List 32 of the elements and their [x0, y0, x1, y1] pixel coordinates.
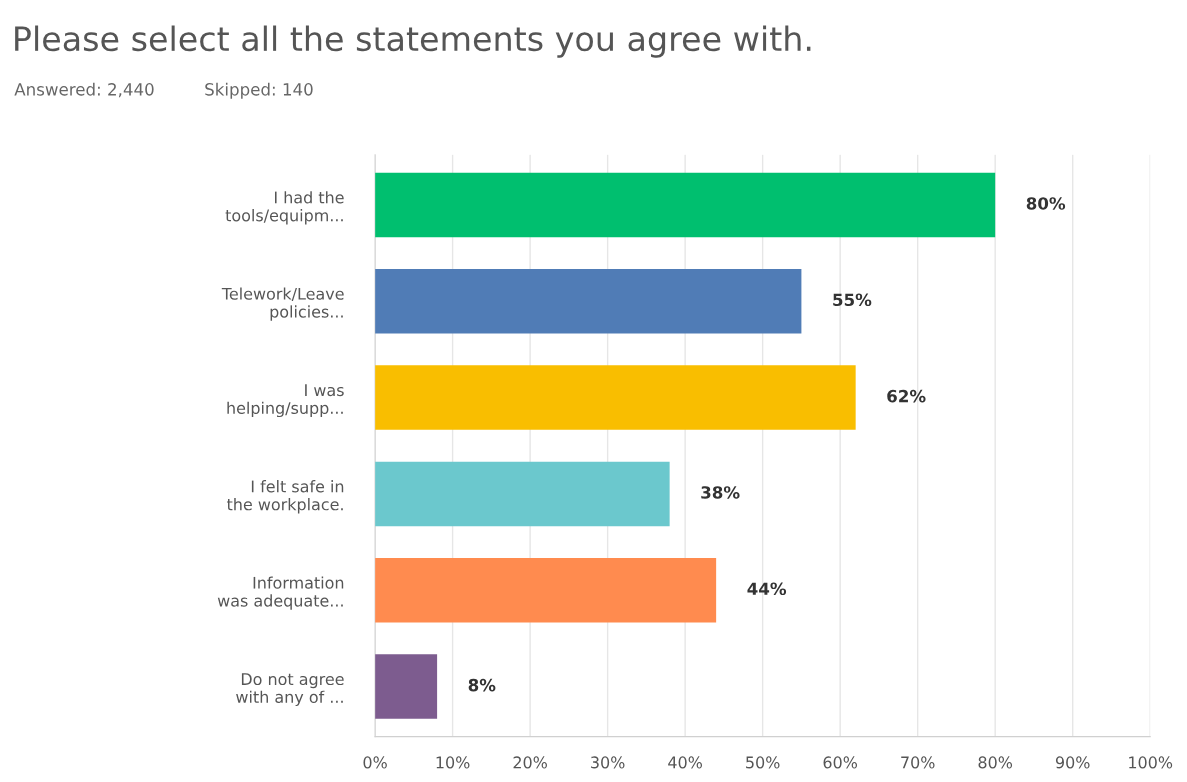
bar — [375, 654, 438, 719]
x-tick-label: 50% — [746, 756, 780, 769]
bar — [375, 172, 996, 238]
x-tick-label: 80% — [978, 756, 1013, 769]
y-tick-label: I had the tools/equipm... — [225, 191, 344, 225]
data-label: 62% — [887, 389, 926, 403]
x-tick-label: 10% — [436, 756, 470, 769]
y-tick-label: Telework/Leave policies... — [221, 287, 344, 321]
data-label: 44% — [747, 582, 787, 596]
data-label: 55% — [833, 293, 872, 307]
y-tick-label: Information was adequate... — [217, 576, 344, 610]
x-tick-label: 20% — [513, 756, 547, 769]
x-tick-label: 0% — [363, 756, 387, 769]
y-tick-label: I felt safe in the workplace. — [226, 480, 344, 514]
chart-title: Please select all the statements you agree with. — [15, 25, 811, 58]
x-tick-label: 70% — [901, 756, 935, 769]
data-label: 8% — [468, 678, 496, 692]
x-tick-label: 60% — [823, 756, 858, 769]
y-tick-label: Do not agree with any of ... — [236, 673, 344, 707]
bar — [375, 461, 670, 527]
bar — [375, 268, 802, 334]
text: Answered: 2,440 — [14, 82, 154, 98]
text: Skipped: 140 — [205, 82, 313, 99]
x-tick-label: 40% — [668, 756, 703, 769]
bar — [375, 557, 717, 623]
x-tick-label: 30% — [591, 756, 625, 769]
y-tick-label: I was helping/supp... — [227, 384, 344, 418]
bar — [375, 365, 856, 430]
data-label: 80% — [1026, 197, 1066, 210]
x-tick-label: 90% — [1055, 756, 1090, 769]
x-tick-label: 100% — [1129, 756, 1173, 769]
data-label: 38% — [701, 486, 740, 499]
